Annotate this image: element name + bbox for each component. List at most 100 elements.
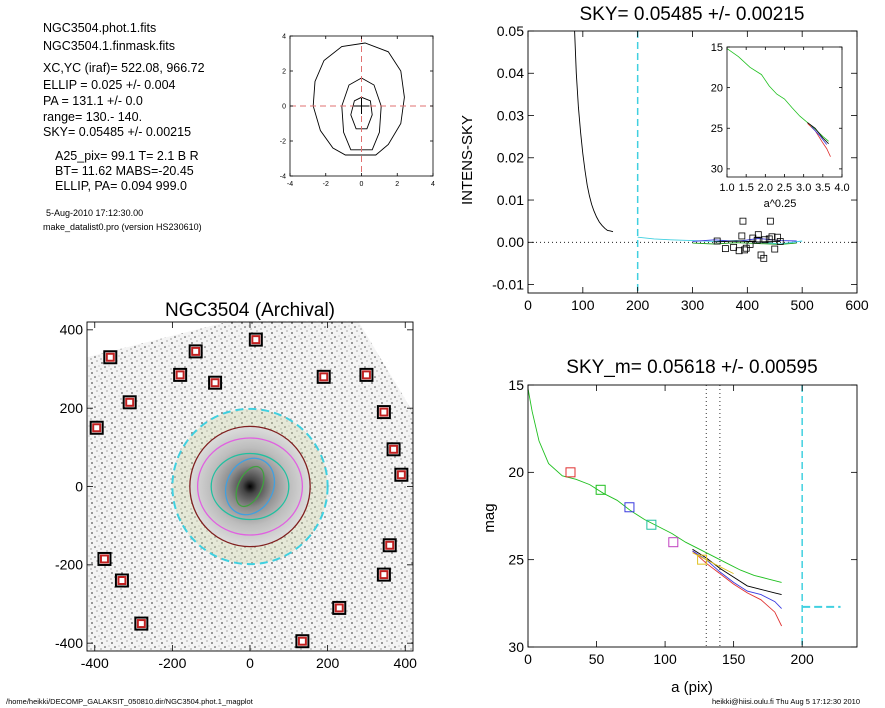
y-tick-label: 0.03 [497,107,524,123]
y-tick-label: 15 [711,42,723,54]
footer-path: /home/heikki/DECOMP_GALAKSIT_050810.dir/… [6,697,253,706]
galaxy-title: NGC3504 (Archival) [165,300,335,321]
mag-line [692,548,782,596]
mask-box-inner [92,423,102,433]
mask-box-inner [396,470,406,480]
ellip-pa-line: ELLIP, PA= 0.094 999.0 [55,179,187,193]
isophote-ellipse [235,465,265,508]
x-tick-label: -4 [287,181,293,188]
mask-box-inner [251,335,261,345]
residual-point [722,245,729,253]
file-name: NGC3504.phot.1.fits [43,21,157,35]
mask-box-inner [191,346,201,356]
y-tick-label: 15 [508,377,524,393]
residual-point [771,245,779,253]
residual-point [735,247,743,255]
position-angle: PA = 131.1 +/- 0.0 [43,94,143,108]
mag-profile-frame [527,384,858,648]
mag-markers [565,467,708,565]
residual-point [754,231,762,239]
y-tick-label: -200 [55,557,83,573]
x-tick-label: 3.5 [815,182,830,194]
program-text: make_datalist0.pro (version HS230610) [43,222,202,232]
sky-value: SKY= 0.05485 +/- 0.00215 [43,125,192,139]
galaxy-panel: NGC3504 (Archival) -400 -200 0 200 400 -400 -… [55,300,417,671]
galaxy-yticks: -400 -200 0 200 400 [55,322,413,651]
inset-xticks: 1.0 1.5 2.0 2.5 3.0 3.5 4.0 [719,47,850,194]
mag-marker [646,519,657,530]
mask-box-inner [319,372,329,382]
x-tick-label: 100 [653,651,677,667]
x-tick-label: 0 [524,651,532,667]
residual-point [760,254,768,262]
contour-xticks: -4 -2 0 2 4 [287,36,435,188]
contour-line [350,96,373,130]
inset-line [807,122,829,144]
x-tick-label: -400 [81,655,109,671]
x-tick-label: 1.0 [719,182,734,194]
x-tick-label: 300 [681,297,705,313]
residual-point [768,233,776,241]
isophote-ellipse [224,457,276,516]
date-text: 5-Aug-2010 17:12:30.00 [46,208,144,218]
x-tick-label: 400 [736,297,760,313]
inset-background [727,47,842,177]
mag-profile-xticks: 0 50 100 150 200 [524,385,814,667]
mask-box-inner [379,570,389,580]
y-tick-label: -2 [280,138,286,145]
center-coords: XC,YC (iraf)= 522.08, 966.72 [43,61,205,75]
mask-box-inner [117,576,127,585]
x-tick-label: -200 [158,655,186,671]
inset-line [726,48,829,142]
x-tick-label: 2.0 [758,182,773,194]
mag-profile-title: SKY_m= 0.05618 +/- 0.00595 [566,357,817,378]
mask-boxes [89,332,409,649]
a25-line: A25_pix= 99.1 T= 2.1 B R [55,149,199,163]
contour-line [312,42,405,156]
mag-profile-xlabel: a (pix) [671,679,713,696]
footer-user-time: heikki@hiisi.oulu.fi Thu Aug 5 17:12:30 … [712,697,860,706]
residual-point [753,236,761,244]
y-tick-label: 0.00 [497,234,524,250]
y-tick-label: 4 [282,33,286,40]
mask-box-inner [334,603,344,613]
inset-line [811,126,828,145]
intensity-profile-line [574,30,614,233]
mag-marker [668,537,679,548]
mask-box-inner [136,619,146,629]
center-cross-marker [353,98,370,114]
galaxy-xticks: -400 -200 0 200 400 [81,322,417,671]
inset-xlabel: a^0.25 [764,198,797,210]
x-tick-label: 50 [589,651,605,667]
mask-box-inner [379,407,389,417]
x-tick-label: 200 [626,297,650,313]
contour-yticks: -4 -2 0 2 4 [280,33,433,180]
inset-series [726,48,831,157]
contour-panel: -4 -2 0 2 4 -4 -2 0 2 4 [280,33,435,188]
contour-lines [312,42,405,156]
y-tick-label: 200 [60,400,84,416]
x-tick-label: 150 [722,651,746,667]
mag-marker [624,502,635,513]
y-tick-label: 30 [711,164,723,176]
mask-box-inner [389,444,399,454]
residual-point [766,217,774,225]
x-tick-label: 600 [845,297,869,313]
isophote-ellipses [189,425,311,548]
isophote-ellipse [196,437,304,536]
range: range= 130.- 140. [43,110,143,124]
x-tick-label: 1.5 [739,182,754,194]
y-tick-label: 0.05 [497,23,524,39]
residual-point [742,244,750,252]
x-tick-label: 500 [790,297,814,313]
mag-profile-ylabel: mag [481,503,498,532]
residual-point [741,246,748,254]
range-dotted-lines [705,385,721,647]
y-tick-label: 0.01 [497,192,524,208]
sky-profile-xticks: 0 100 200 300 400 500 600 [524,31,869,313]
x-tick-label: 4 [431,181,435,188]
y-tick-label: 30 [508,639,524,655]
y-tick-label: 20 [508,464,524,480]
sky-profile-title: SKY= 0.05485 +/- 0.00215 [579,4,804,25]
mask-box-inner [361,370,371,380]
